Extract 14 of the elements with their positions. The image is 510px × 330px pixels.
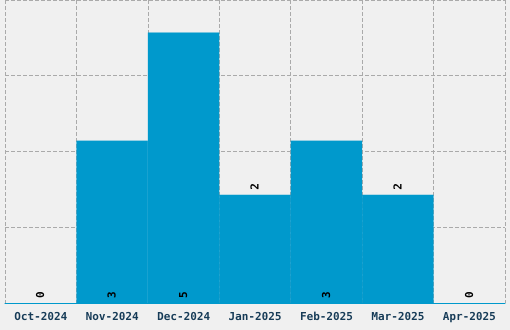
data-label: 3 xyxy=(320,291,333,298)
x-tick-label: Nov-2024 xyxy=(86,310,140,323)
x-tick-label: Apr-2025 xyxy=(442,310,496,323)
data-label: 2 xyxy=(391,183,404,190)
x-tick-label: Oct-2024 xyxy=(14,310,68,323)
data-label: 5 xyxy=(177,291,190,298)
data-label: 3 xyxy=(106,291,119,298)
x-tick-label: Dec-2024 xyxy=(157,310,210,323)
data-label: 2 xyxy=(248,183,262,190)
x-tick-label: Mar-2025 xyxy=(371,310,424,323)
data-label: 0 xyxy=(34,291,48,298)
data-label: 0 xyxy=(462,291,476,298)
x-tick-label: Jan-2025 xyxy=(228,310,282,323)
x-tick-label: Feb-2025 xyxy=(300,310,353,323)
